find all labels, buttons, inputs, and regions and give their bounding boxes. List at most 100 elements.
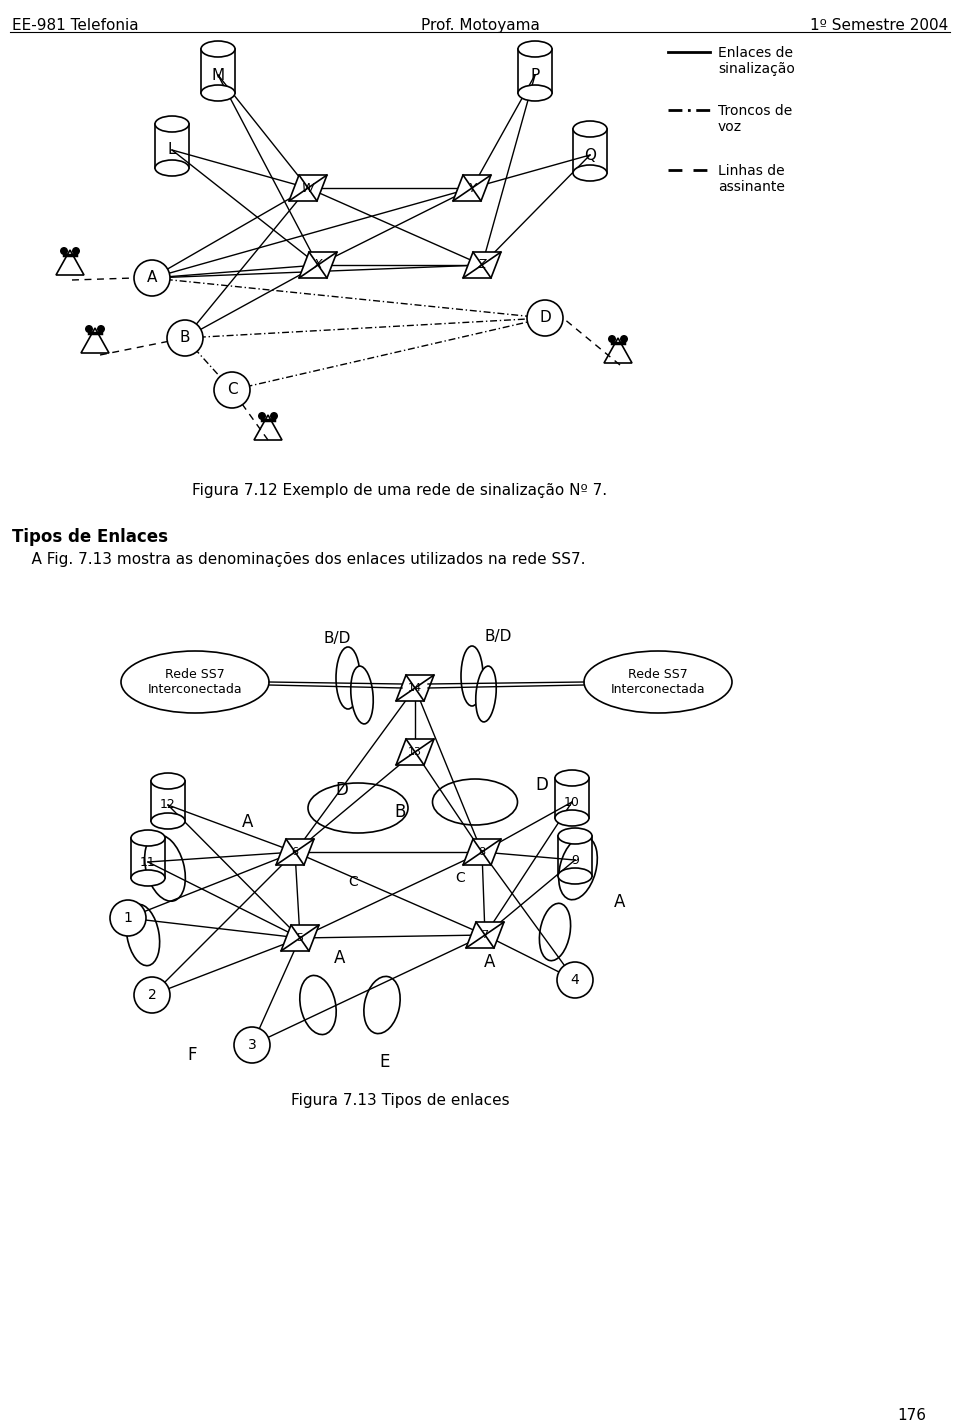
Text: 1: 1 [124,911,132,925]
Text: 2: 2 [148,988,156,1002]
Text: B/D: B/D [484,628,512,644]
Circle shape [72,247,80,256]
Circle shape [85,326,93,333]
Circle shape [270,413,278,420]
Text: Rede SS7
Interconectada: Rede SS7 Interconectada [148,668,242,695]
Text: 7: 7 [481,930,489,940]
Circle shape [110,900,146,935]
Text: B: B [395,803,406,821]
Text: EE-981 Telefonia: EE-981 Telefonia [12,19,138,33]
Polygon shape [463,251,501,278]
Text: Prof. Motoyama: Prof. Motoyama [420,19,540,33]
Text: 6: 6 [292,847,299,857]
Polygon shape [289,176,327,201]
Circle shape [97,326,105,333]
Ellipse shape [584,651,732,713]
Polygon shape [276,840,314,865]
Polygon shape [463,840,501,865]
Polygon shape [299,251,337,278]
Text: Troncos de
voz: Troncos de voz [718,104,792,134]
Text: A: A [614,892,626,911]
Ellipse shape [518,86,552,101]
Ellipse shape [155,116,189,131]
Text: Enlaces de
sinalização: Enlaces de sinalização [718,46,795,76]
Ellipse shape [476,665,496,723]
Text: 3: 3 [248,1038,256,1052]
Text: 176: 176 [898,1408,926,1422]
Text: F: F [187,1045,197,1064]
Text: A: A [484,952,495,971]
Text: Q: Q [584,147,596,163]
Text: E: E [380,1052,390,1071]
Text: A: A [147,270,157,286]
Text: 5: 5 [297,932,303,942]
Ellipse shape [201,86,235,101]
Circle shape [167,320,203,356]
Polygon shape [396,740,434,765]
Text: W: W [301,181,314,194]
Text: A Fig. 7.13 mostra as denominações dos enlaces utilizados na rede SS7.: A Fig. 7.13 mostra as denominações dos e… [12,553,586,567]
Ellipse shape [555,770,589,785]
Circle shape [60,247,68,256]
Circle shape [214,373,250,408]
Ellipse shape [350,665,373,724]
Text: 1º Semestre 2004: 1º Semestre 2004 [809,19,948,33]
Text: Linhas de
assinante: Linhas de assinante [718,164,785,194]
Ellipse shape [151,773,185,790]
Circle shape [258,413,266,420]
Text: 12: 12 [160,798,176,811]
Ellipse shape [155,160,189,176]
Circle shape [620,336,628,343]
Text: C: C [455,871,465,885]
Text: B: B [180,330,190,346]
Text: 13: 13 [408,747,422,757]
Ellipse shape [555,810,589,825]
Ellipse shape [201,41,235,57]
Text: A: A [242,813,253,831]
Ellipse shape [121,651,269,713]
Text: 4: 4 [570,972,580,987]
Text: 8: 8 [478,847,486,857]
Polygon shape [281,925,319,951]
Circle shape [527,300,563,336]
Ellipse shape [461,645,483,705]
Text: B/D: B/D [324,631,350,645]
Text: X: X [314,258,323,271]
Ellipse shape [573,121,607,137]
Text: P: P [530,67,540,83]
Circle shape [134,260,170,296]
Text: L: L [168,143,177,157]
Ellipse shape [558,828,592,844]
Ellipse shape [151,813,185,830]
Text: D: D [540,310,551,326]
Text: 14: 14 [408,683,422,693]
Polygon shape [466,922,504,948]
Circle shape [134,977,170,1012]
Text: D: D [336,781,348,800]
Text: Tipos de Enlaces: Tipos de Enlaces [12,528,168,545]
Ellipse shape [518,41,552,57]
Text: Rede SS7
Interconectada: Rede SS7 Interconectada [611,668,706,695]
Text: C: C [348,875,358,890]
Text: Y: Y [468,181,476,194]
Text: C: C [227,383,237,397]
Polygon shape [396,675,434,701]
Ellipse shape [131,830,165,845]
Text: D: D [536,775,548,794]
Ellipse shape [336,647,360,708]
Circle shape [608,336,616,343]
Text: M: M [211,67,225,83]
Polygon shape [453,176,491,201]
Circle shape [557,962,593,998]
Text: Figura 7.12 Exemplo de uma rede de sinalização Nº 7.: Figura 7.12 Exemplo de uma rede de sinal… [192,483,608,497]
Text: 11: 11 [140,855,156,868]
Ellipse shape [573,166,607,181]
Text: Figura 7.13 Tipos de enlaces: Figura 7.13 Tipos de enlaces [291,1092,510,1108]
Ellipse shape [131,870,165,885]
Text: A: A [334,950,346,967]
Circle shape [234,1027,270,1062]
Ellipse shape [558,868,592,884]
Text: Z: Z [478,258,487,271]
Text: 9: 9 [571,854,579,867]
Text: 10: 10 [564,795,580,808]
